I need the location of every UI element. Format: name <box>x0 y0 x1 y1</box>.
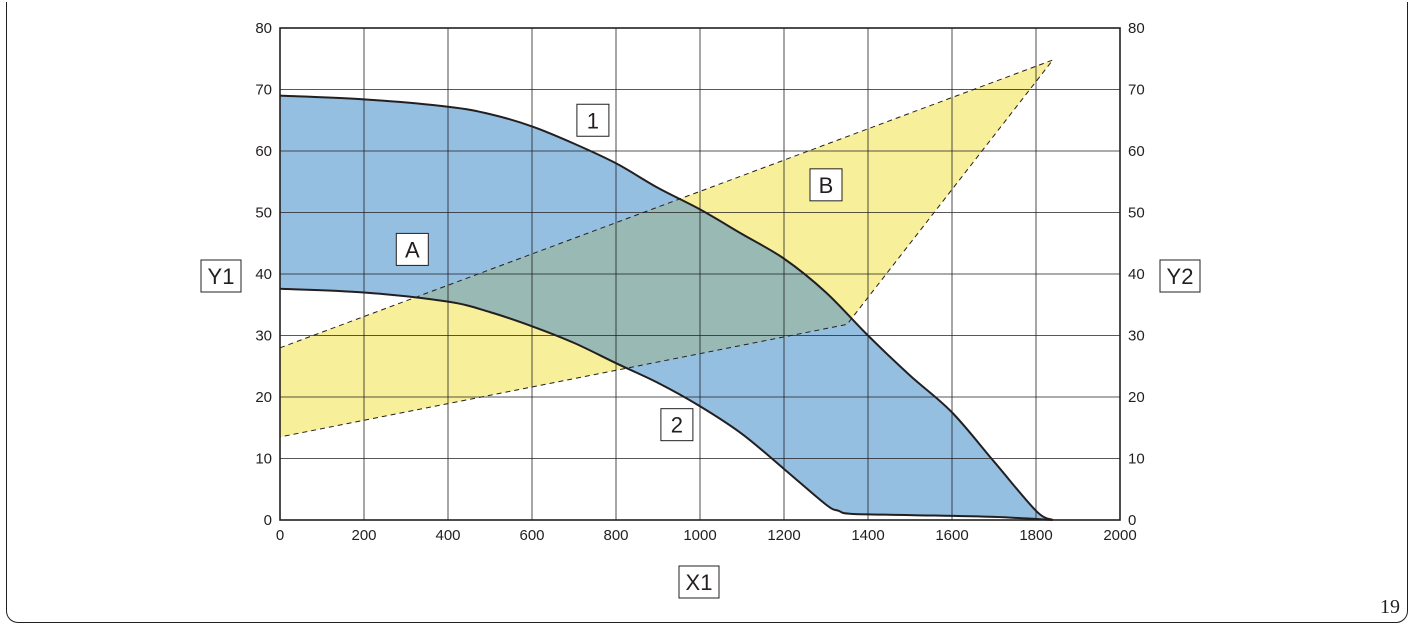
y-tick-label-right: 60 <box>1128 143 1145 160</box>
x-axis-label-box <box>678 565 720 599</box>
annotation-A-box <box>395 232 429 266</box>
y-tick-label-left: 10 <box>255 451 272 468</box>
y-axis-label-right: Y2 <box>1167 264 1194 289</box>
annotation-2: 2 <box>671 413 683 438</box>
y-tick-label-right: 40 <box>1128 266 1145 283</box>
annotation-B-box <box>809 168 843 202</box>
x-tick-label: 1400 <box>851 527 884 544</box>
y-tick-label-right: 80 <box>1128 20 1145 37</box>
x-tick-label: 1600 <box>935 527 968 544</box>
y-axis-label-left: Y1 <box>208 264 235 289</box>
y-tick-label-left: 50 <box>255 205 272 222</box>
annotation-1-box <box>576 103 610 137</box>
x-tick-label: 1000 <box>683 527 716 544</box>
y-tick-label-right: 30 <box>1128 328 1145 345</box>
tick-labels: 0 200 400 600 800 1000 1200 1400 1600 1800 2000010… <box>255 20 1144 544</box>
y-tick-label-left: 0 <box>264 512 272 529</box>
y-axis-label-right-box <box>1159 259 1201 293</box>
y-tick-label-right: 10 <box>1128 451 1145 468</box>
x-tick-label: 2000 <box>1103 527 1136 544</box>
fills-layer <box>280 59 1053 521</box>
y-tick-label-right: 0 <box>1128 512 1136 529</box>
y-axis-label-left-box <box>200 259 242 293</box>
labels-layer: 1 2 A B Y1 Y2 X1 <box>200 103 1201 599</box>
series-1-line <box>279 94 1054 521</box>
annotation-2-box <box>660 408 694 442</box>
x-tick-label: 1200 <box>767 527 800 544</box>
grid <box>279 27 1121 521</box>
y-tick-label-right: 20 <box>1128 389 1145 406</box>
y-tick-label-left: 20 <box>255 389 272 406</box>
y-tick-label-right: 50 <box>1128 205 1145 222</box>
x-tick-label: 800 <box>603 527 628 544</box>
x-tick-label: 200 <box>351 527 376 544</box>
x-axis-label: X1 <box>686 570 713 595</box>
y-tick-label-left: 80 <box>255 20 272 37</box>
y-tick-label-left: 40 <box>255 266 272 283</box>
y-tick-label-left: 30 <box>255 328 272 345</box>
annotation-B: B <box>819 173 834 198</box>
series-2-line <box>279 287 1053 521</box>
y-tick-label-left: 70 <box>255 82 272 99</box>
annotation-A: A <box>405 237 420 262</box>
annotation-1: 1 <box>587 108 599 133</box>
y-tick-label-right: 70 <box>1128 82 1145 99</box>
x-tick-label: 1800 <box>1019 527 1052 544</box>
x-tick-label: 0 <box>276 527 284 544</box>
y-tick-label-left: 60 <box>255 143 272 160</box>
x-tick-label: 400 <box>435 527 460 544</box>
x-tick-label: 600 <box>519 527 544 544</box>
page-frame <box>6 2 1408 623</box>
page-number: 19 <box>1380 596 1400 618</box>
plot-border <box>279 27 1121 521</box>
